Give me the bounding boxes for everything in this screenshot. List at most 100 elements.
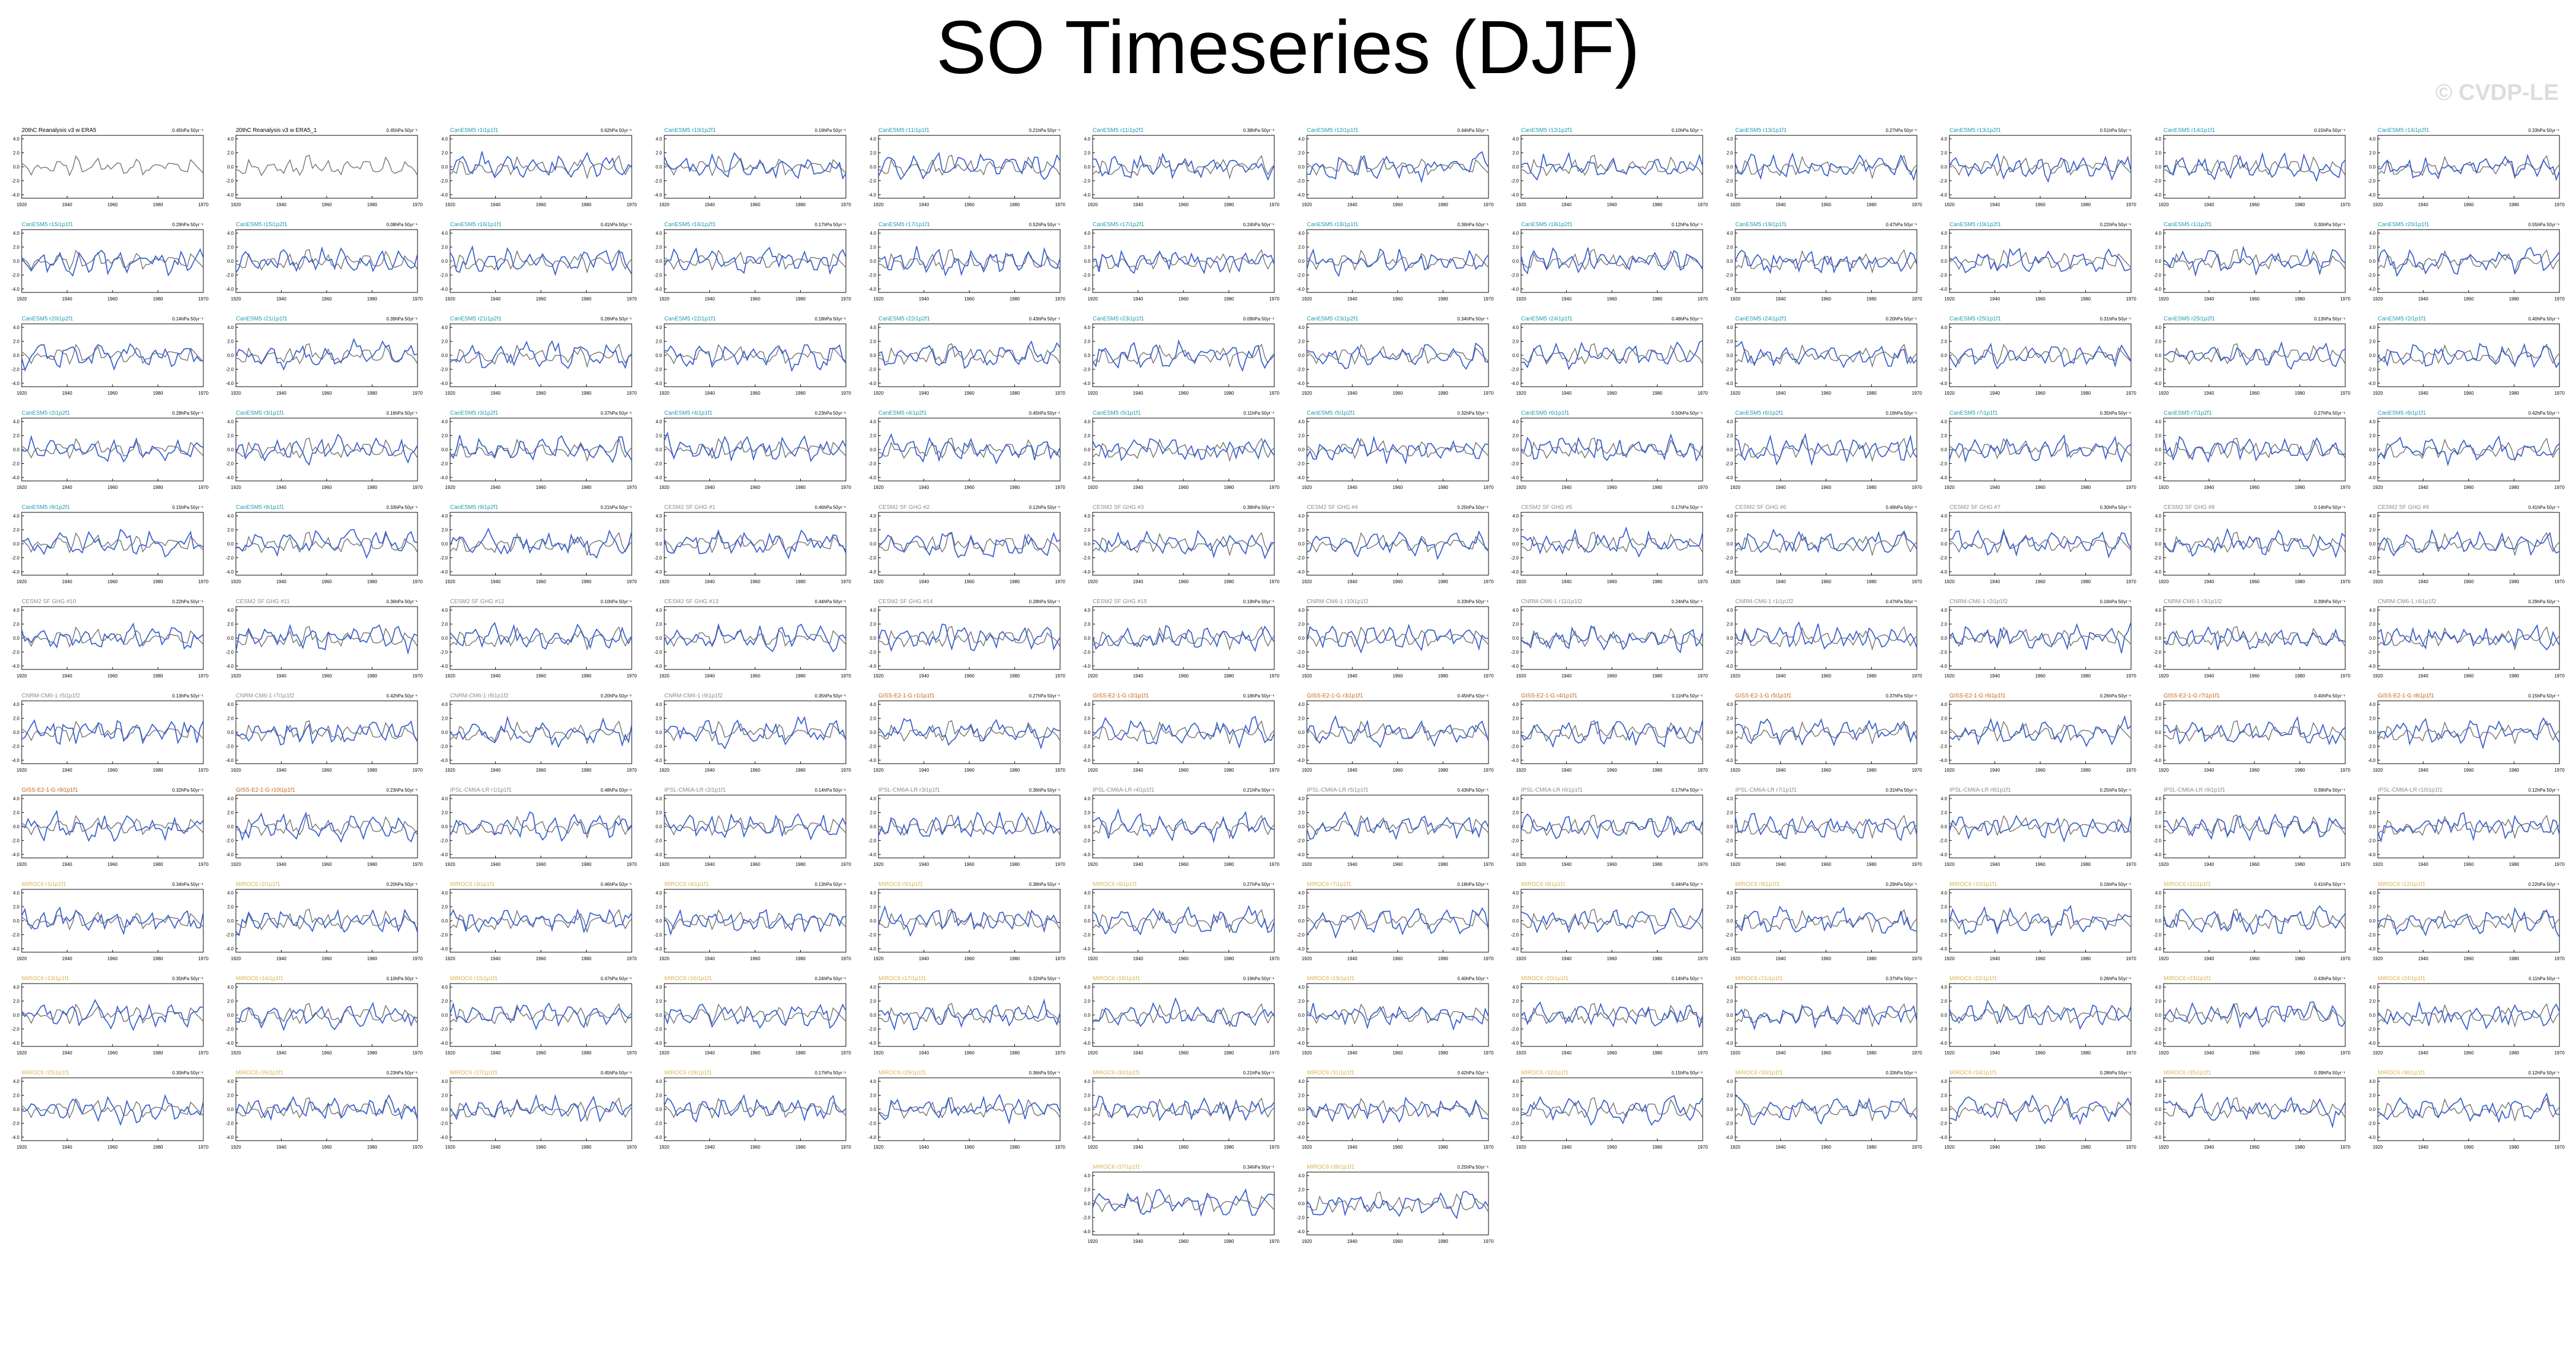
- x-tick-label: 1970: [1698, 391, 1708, 396]
- y-tick-label: -4.0: [2368, 664, 2376, 669]
- y-tick-label: 4.0: [227, 513, 234, 519]
- panel-trend-label: 0.17hPa 50yr⁻¹: [1672, 788, 1703, 793]
- model-series-line: [1306, 530, 1489, 560]
- y-tick-label: 2.0: [1084, 528, 1091, 533]
- observed-series-line: [1092, 1097, 1275, 1122]
- panel: CNRM-CM6-1 r10i1p1f2 0.33hPa 50yr⁻¹4.02.0…: [1297, 599, 1494, 679]
- x-tick-label: 1920: [231, 1050, 241, 1056]
- x-tick-label: 1940: [1133, 956, 1143, 961]
- x-tick-label: 1940: [919, 1050, 929, 1056]
- y-tick-label: 4.0: [1941, 325, 1948, 330]
- y-tick-label: 4.0: [1084, 419, 1091, 424]
- x-tick-label: 1920: [17, 579, 27, 584]
- y-tick-label: 0.0: [442, 541, 448, 547]
- y-tick-label: -4.0: [2153, 758, 2161, 763]
- y-tick-label: 2.0: [2155, 905, 2162, 910]
- panel-trend-label: 0.41hPa 50yr⁻¹: [2529, 505, 2560, 510]
- model-series-line: [1520, 1001, 1703, 1028]
- x-tick-label: 1970: [412, 1050, 423, 1056]
- x-tick-label: 1920: [1944, 391, 1955, 396]
- x-tick-label: 1960: [2249, 485, 2260, 490]
- x-tick-label: 1940: [62, 1145, 73, 1150]
- panel-frame: [664, 323, 846, 387]
- model-series-line: [664, 909, 846, 936]
- y-tick-label: 2.0: [13, 151, 20, 156]
- x-tick-label: 1960: [2249, 956, 2260, 961]
- y-tick-label: -4.0: [654, 1135, 662, 1140]
- x-tick-label: 1920: [873, 296, 884, 302]
- panel: CNRM-CM6-1 r9i1p1f2 0.35hPa 50yr⁻¹4.02.00…: [654, 693, 851, 773]
- y-tick-label: 4.0: [1298, 985, 1305, 990]
- y-tick-label: 4.0: [2369, 231, 2376, 236]
- y-tick-label: 0.0: [442, 824, 448, 829]
- x-tick-label: 1960: [1393, 296, 1403, 302]
- observed-series-line: [450, 1003, 632, 1028]
- panel-title: CESM2 SF GHG #14: [878, 599, 933, 605]
- panel-frame: [1306, 1077, 1489, 1141]
- y-tick-label: -4.0: [11, 1135, 19, 1140]
- x-tick-label: 1970: [1698, 1050, 1708, 1056]
- y-tick-label: 0.0: [870, 259, 877, 264]
- x-tick-label: 1940: [1776, 296, 1786, 302]
- x-tick-label: 1920: [1088, 1050, 1098, 1056]
- y-tick-label: 4.0: [13, 325, 20, 330]
- y-tick-label: 4.0: [1512, 890, 1519, 896]
- y-tick-label: -4.0: [1511, 192, 1519, 198]
- panel-trend-label: 0.43hPa 50yr⁻¹: [2314, 976, 2346, 981]
- model-series-line: [1520, 151, 1703, 181]
- panel-title: IPSL-CM6A-LR r8i1p1f1: [1949, 787, 2011, 793]
- x-tick-label: 1940: [276, 768, 287, 773]
- x-tick-label: 1940: [1990, 202, 2000, 207]
- panel: CanESM5 r6i1p2f1 0.19hPa 50yr⁻¹4.02.00.0-…: [1725, 410, 1922, 490]
- y-tick-label: 4.0: [1512, 419, 1519, 424]
- panel-trend-label: 0.28hPa 50yr⁻¹: [1029, 599, 1061, 604]
- x-tick-label: 1920: [445, 296, 455, 302]
- x-tick-label: 1940: [1990, 862, 2000, 867]
- y-tick-label: 0.0: [442, 636, 448, 641]
- y-tick-label: 4.0: [656, 985, 663, 990]
- panel-trend-label: 0.38hPa 50yr⁻¹: [1243, 505, 1275, 510]
- y-tick-label: 4.0: [1084, 1079, 1091, 1084]
- model-series-line: [2163, 151, 2346, 183]
- x-tick-label: 1980: [1224, 768, 1234, 773]
- x-tick-label: 1940: [705, 1050, 715, 1056]
- panel-trend-label: 0.20hPa 50yr⁻¹: [1886, 316, 1917, 322]
- model-series-line: [1520, 340, 1703, 371]
- panel: CESM2 SF GHG #5 0.17hPa 50yr⁻¹4.02.00.0-2…: [1511, 504, 1708, 584]
- y-tick-label: 4.0: [1298, 1173, 1305, 1178]
- panel-trend-label: 0.46hPa 50yr⁻¹: [601, 882, 632, 887]
- observed-series-line: [1949, 626, 2132, 648]
- y-tick-label: -4.0: [11, 758, 19, 763]
- observed-series-line: [664, 815, 846, 836]
- x-tick-label: 1970: [2340, 1145, 2350, 1150]
- y-tick-label: -4.0: [654, 381, 662, 386]
- y-tick-label: -2.0: [1082, 932, 1090, 937]
- x-tick-label: 1970: [841, 202, 851, 207]
- x-tick-label: 1940: [276, 1145, 287, 1150]
- y-tick-label: 2.0: [1084, 622, 1091, 627]
- x-tick-label: 1980: [2509, 1145, 2519, 1150]
- x-tick-label: 1970: [2554, 673, 2565, 679]
- panel: MIROC6 r26i1p1f1 0.23hPa 50yr⁻¹4.02.00.0-…: [226, 1070, 423, 1150]
- y-tick-label: -2.0: [440, 555, 448, 560]
- x-tick-label: 1980: [2509, 296, 2519, 302]
- y-tick-label: -2.0: [654, 932, 662, 937]
- panel-title: MIROC6 r9i1p1f1: [1735, 881, 1780, 888]
- x-tick-label: 1940: [1133, 673, 1143, 679]
- x-tick-label: 1940: [491, 579, 501, 584]
- y-tick-label: 0.0: [2369, 730, 2376, 735]
- y-tick-label: -4.0: [1297, 287, 1305, 292]
- model-series-line: [1092, 1188, 1275, 1217]
- x-tick-label: 1970: [841, 673, 851, 679]
- model-series-line: [1949, 999, 2132, 1030]
- x-tick-label: 1920: [1088, 956, 1098, 961]
- x-tick-label: 1920: [1302, 673, 1312, 679]
- observed-series-line: [1306, 815, 1489, 836]
- panel: CanESM5 r20i1p1f1 0.55hPa 50yr⁻¹4.02.00.0…: [2368, 222, 2565, 302]
- x-tick-label: 1940: [62, 391, 73, 396]
- panel: CanESM5 r12i1p2f1 0.10hPa 50yr⁻¹4.02.00.0…: [1511, 127, 1708, 207]
- x-tick-label: 1980: [2509, 768, 2519, 773]
- y-tick-label: -4.0: [2368, 475, 2376, 480]
- model-series-line: [664, 623, 846, 653]
- y-tick-label: -2.0: [1297, 1026, 1305, 1032]
